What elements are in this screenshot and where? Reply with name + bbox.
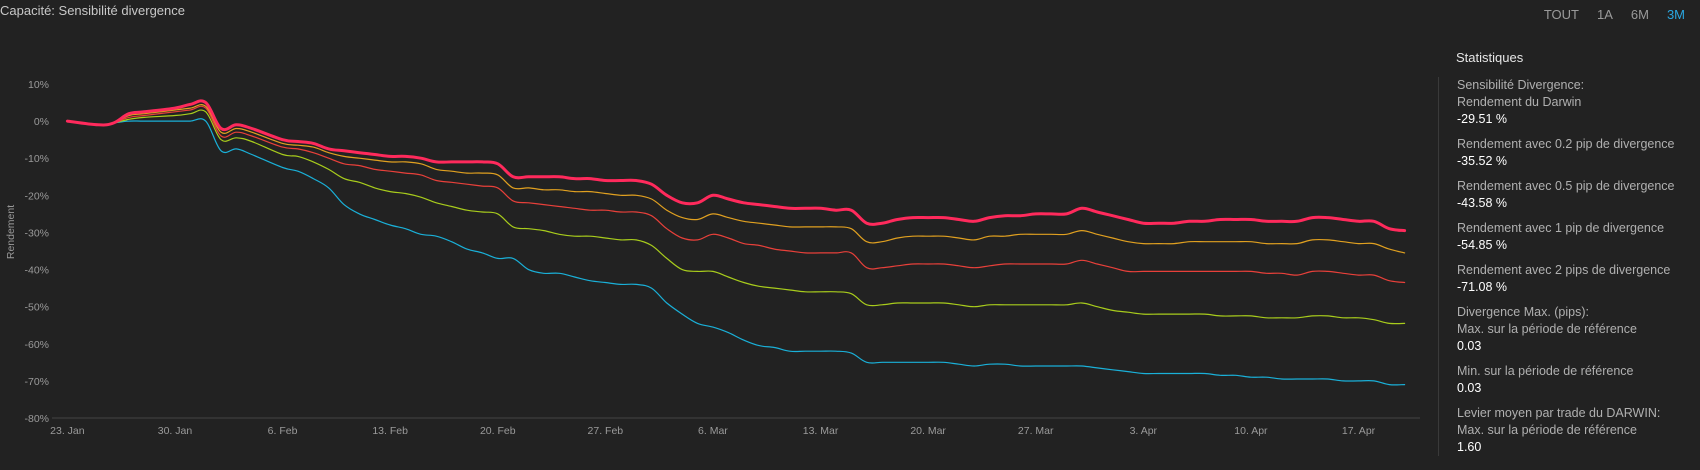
series-line-3 bbox=[66, 109, 1406, 325]
range-button-6m[interactable]: 6M bbox=[1630, 7, 1649, 22]
y-axis: 10% 0% -10% -20% -30% -40% -50% -60% -70% -80% bbox=[24, 79, 49, 425]
y-tick-label: -10% bbox=[24, 153, 49, 165]
stat-label: Sensibilité Divergence: bbox=[1457, 78, 1585, 92]
stat-value: 0.03 bbox=[1457, 381, 1482, 395]
stat-item: Divergence Max. (pips): bbox=[1457, 304, 1700, 321]
stat-item: Min. sur la période de référence 0.03 bbox=[1457, 363, 1700, 397]
x-tick-label: 23. Jan bbox=[50, 425, 85, 437]
line-chart: 10% 0% -10% -20% -30% -40% -50% -60% -70% -80% 23… bbox=[5, 79, 1420, 437]
y-tick-label: 10% bbox=[28, 79, 49, 91]
x-tick-label: 13. Feb bbox=[372, 425, 408, 437]
y-tick-label: 0% bbox=[34, 116, 49, 128]
x-tick-label: 27. Mar bbox=[1018, 425, 1054, 437]
stat-item: Levier moyen par trade du DARWIN: bbox=[1457, 405, 1700, 422]
x-tick-label: 20. Mar bbox=[910, 425, 946, 437]
stat-value: -35.52 % bbox=[1457, 154, 1508, 168]
stat-item: Rendement avec 0.2 pip de divergence -35.… bbox=[1457, 136, 1700, 170]
y-tick-label: -50% bbox=[24, 302, 49, 314]
stat-label: Min. sur la période de référence bbox=[1457, 364, 1634, 378]
stat-item: Sensibilité Divergence: bbox=[1457, 77, 1700, 94]
x-tick-label: 6. Feb bbox=[268, 425, 298, 437]
series-line-4 bbox=[66, 118, 1406, 386]
series-line-2 bbox=[66, 105, 1406, 284]
series-lines bbox=[65, 99, 1407, 386]
x-tick-label: 6. Mar bbox=[698, 425, 728, 437]
range-button-all[interactable]: TOUT bbox=[1543, 7, 1579, 22]
stat-item: Max. sur la période de référence 0.03 bbox=[1457, 321, 1700, 355]
x-tick-label: 3. Apr bbox=[1130, 425, 1158, 437]
stat-item: Rendement avec 2 pips de divergence -71.0… bbox=[1457, 262, 1700, 296]
x-tick-label: 13. Mar bbox=[803, 425, 839, 437]
stat-value: -54.85 % bbox=[1457, 238, 1508, 252]
stat-label: Rendement avec 1 pip de divergence bbox=[1457, 221, 1665, 235]
series-line-0 bbox=[65, 99, 1407, 233]
stat-value: 1.60 bbox=[1457, 440, 1482, 454]
stat-label: Rendement avec 2 pips de divergence bbox=[1457, 263, 1671, 277]
stat-value: -29.51 % bbox=[1457, 112, 1508, 126]
y-axis-label: Rendement bbox=[5, 205, 17, 259]
stat-value: -43.58 % bbox=[1457, 196, 1508, 210]
x-tick-label: 20. Feb bbox=[480, 425, 516, 437]
x-tick-label: 10. Apr bbox=[1234, 425, 1268, 437]
stat-item: Max. sur la période de référence 1.60 bbox=[1457, 422, 1700, 456]
chart-title: Capacité: Sensibilité divergence bbox=[0, 3, 185, 18]
stat-label: Max. sur la période de référence bbox=[1457, 322, 1637, 336]
y-tick-label: -60% bbox=[24, 339, 49, 351]
y-tick-label: -40% bbox=[24, 265, 49, 277]
y-tick-label: -80% bbox=[24, 413, 49, 425]
range-selector: TOUT 1A 6M 3M bbox=[1535, 7, 1694, 22]
x-tick-label: 30. Jan bbox=[158, 425, 193, 437]
stat-value: 0.03 bbox=[1457, 339, 1482, 353]
stat-label: Rendement avec 0.5 pip de divergence bbox=[1457, 179, 1675, 193]
x-axis: 23. Jan 30. Jan 6. Feb 13. Feb 20. Feb 27. Fe… bbox=[50, 417, 1420, 437]
stat-item: Rendement avec 0.5 pip de divergence -43.… bbox=[1457, 178, 1700, 212]
y-tick-label: -30% bbox=[24, 227, 49, 239]
stat-item: Rendement du Darwin -29.51 % bbox=[1457, 94, 1700, 128]
y-tick-label: -70% bbox=[24, 376, 49, 388]
range-button-1y[interactable]: 1A bbox=[1596, 7, 1613, 22]
stat-item: Rendement avec 1 pip de divergence -54.85… bbox=[1457, 220, 1700, 254]
series-line-1 bbox=[66, 104, 1406, 254]
stat-label: Levier moyen par trade du DARWIN: bbox=[1457, 406, 1661, 420]
statistics-list: Sensibilité Divergence: Rendement du Darw… bbox=[1438, 77, 1700, 456]
y-tick-label: -20% bbox=[24, 190, 49, 202]
range-button-3m[interactable]: 3M bbox=[1666, 7, 1685, 22]
stat-label: Rendement du Darwin bbox=[1457, 95, 1582, 109]
x-tick-label: 27. Feb bbox=[588, 425, 624, 437]
statistics-title: Statistiques bbox=[1456, 50, 1524, 65]
statistics-panel: Statistiques Sensibilité Divergence: Rend… bbox=[1438, 50, 1700, 464]
x-tick-label: 17. Apr bbox=[1342, 425, 1376, 437]
stat-label: Divergence Max. (pips): bbox=[1457, 305, 1589, 319]
stat-label: Rendement avec 0.2 pip de divergence bbox=[1457, 137, 1675, 151]
stat-label: Max. sur la période de référence bbox=[1457, 423, 1637, 437]
stat-value: -71.08 % bbox=[1457, 280, 1508, 294]
